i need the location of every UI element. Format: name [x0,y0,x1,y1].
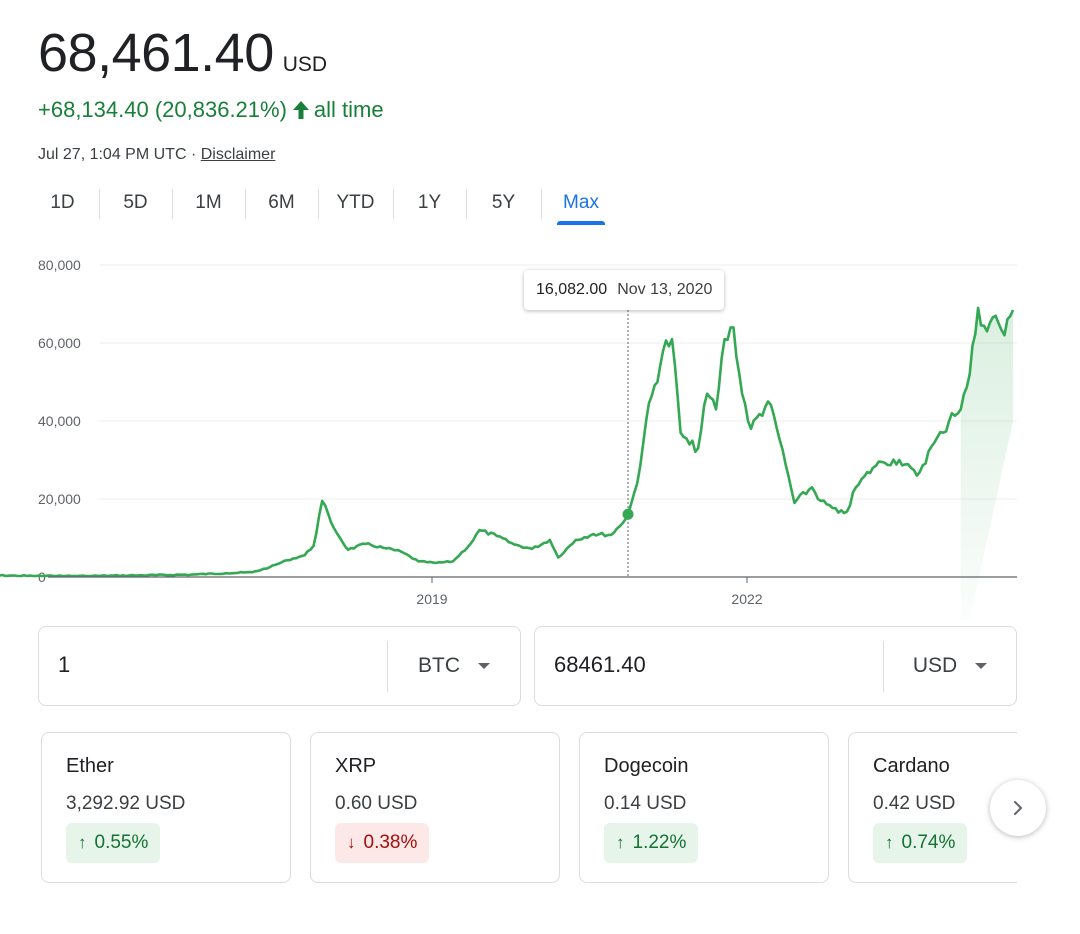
up-arrow-icon: ↑ [78,833,87,852]
tab-label: 1M [195,192,222,213]
badge-value: 0.38% [363,832,418,853]
change-amount: +68,134.40 (20,836.21%) [38,97,287,122]
tab-max[interactable]: Max [541,186,621,225]
price-chart[interactable]: 80,000 60,000 40,000 20,000 0 2019 2022 [0,240,1080,620]
card-price: 0.60 USD [335,793,418,814]
converter-from: BTC [38,626,521,706]
change-badge: ↑ 1.22% [604,823,699,863]
y-tick-label: 80,000 [38,257,81,273]
tab-ytd[interactable]: YTD [318,186,393,220]
card-name: Dogecoin [604,755,689,777]
card-price: 0.42 USD [873,793,956,814]
card-price: 0.14 USD [604,793,687,814]
to-unit-label: USD [912,654,958,677]
chart-tooltip: 16,082.00 Nov 13, 2020 [524,270,725,310]
hover-point [622,508,634,520]
tab-label: 6M [268,192,295,213]
y-axis-labels: 80,000 60,000 40,000 20,000 0 [38,257,81,585]
dropdown-caret-icon [975,663,988,669]
card-dogecoin[interactable]: Dogecoin 0.14 USD ↑ 1.22% [579,732,829,883]
to-unit-select[interactable]: USD [884,627,1016,705]
from-unit-select[interactable]: BTC [388,627,520,705]
timestamp: Jul 27, 1:04 PM UTC · [38,146,201,163]
card-name: Ether [66,755,114,777]
from-amount-input[interactable] [58,645,378,685]
tab-label: 5D [123,192,148,213]
chart-gridlines [100,264,1017,500]
up-arrow-icon [292,101,309,119]
price-line [0,306,1015,578]
tab-label: 1Y [417,192,442,213]
tooltip-value: 16,082.00 [536,281,608,298]
price-change: +68,134.40 (20,836.21%) all time [38,97,384,123]
from-unit-label: BTC [418,654,460,677]
divider [387,641,388,692]
badge-value: 1.22% [632,832,687,853]
up-arrow-icon: ↑ [885,833,894,852]
x-tick-label: 2019 [416,591,447,607]
next-cards-button[interactable] [990,780,1046,836]
x-tick-label: 2022 [731,591,762,607]
tab-label: YTD [336,192,375,213]
tooltip-date: Nov 13, 2020 [617,281,713,298]
x-axis-labels: 2019 2022 [416,577,763,607]
y-tick-label: 20,000 [38,491,81,507]
divider [883,641,884,692]
card-name: Cardano [873,755,950,777]
price-row: 68,461.40 USD [38,22,327,84]
disclaimer-link[interactable]: Disclaimer [200,146,276,163]
timestamp-row: Jul 27, 1:04 PM UTC · Disclaimer [38,146,275,164]
price-currency: USD [282,53,328,76]
dropdown-caret-icon [478,663,490,669]
related-cards: Ether 3,292.92 USD ↑ 0.55% XRP 0.60 USD … [0,728,1017,888]
tab-label: 1D [50,192,75,213]
tab-5y[interactable]: 5Y [466,186,541,220]
current-price: 68,461.40 [38,23,274,83]
price-area [960,307,1014,620]
range-tabs: 1D 5D 1M 6M YTD 1Y 5Y Max [26,186,621,225]
tab-5d[interactable]: 5D [99,186,172,220]
converter-to: USD [534,626,1017,706]
tab-1y[interactable]: 1Y [393,186,466,220]
change-badge: ↑ 0.74% [873,823,968,863]
card-cardano[interactable]: Cardano 0.42 USD ↑ 0.74% [848,732,1017,883]
change-badge: ↓ 0.38% [335,823,430,863]
badge-value: 0.55% [94,832,149,853]
card-ether[interactable]: Ether 3,292.92 USD ↑ 0.55% [41,732,291,883]
down-arrow-icon: ↓ [347,833,356,852]
up-arrow-icon: ↑ [616,833,625,852]
card-price: 3,292.92 USD [66,793,186,814]
tab-1d[interactable]: 1D [26,186,99,220]
tab-6m[interactable]: 6M [245,186,318,220]
card-name: XRP [335,755,377,777]
y-tick-label: 40,000 [38,413,81,429]
to-amount-input[interactable] [554,645,874,685]
chevron-right-icon [1014,801,1022,815]
tab-label: Max [563,192,599,213]
badge-value: 0.74% [901,832,956,853]
card-xrp[interactable]: XRP 0.60 USD ↓ 0.38% [310,732,560,883]
change-badge: ↑ 0.55% [66,823,161,863]
y-tick-label: 60,000 [38,335,81,351]
tab-1m[interactable]: 1M [172,186,245,220]
tab-label: 5Y [491,192,516,213]
change-period: all time [313,97,384,122]
